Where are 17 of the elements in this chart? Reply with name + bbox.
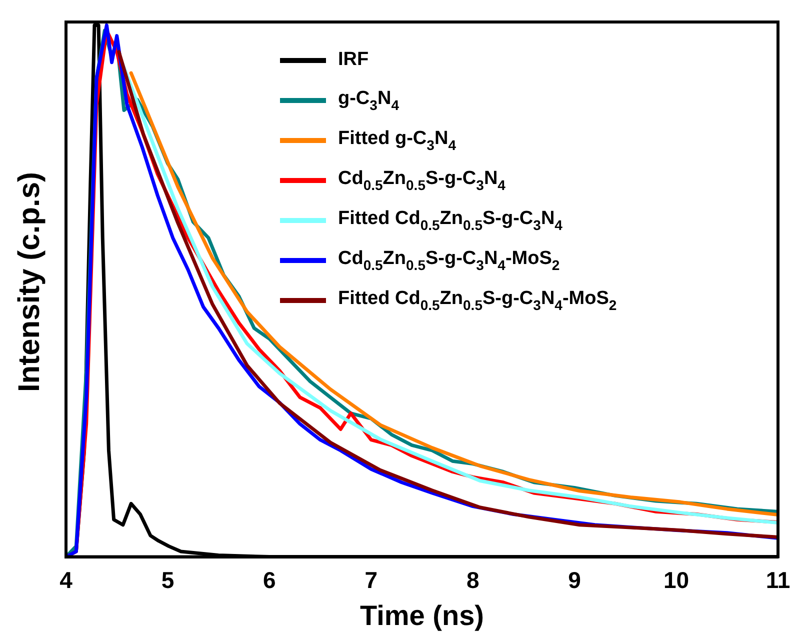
x-axis-title: Time (ns): [360, 600, 484, 631]
x-tick-label: 8: [466, 566, 480, 593]
y-axis-title: Intensity (c.p.s): [13, 171, 47, 392]
text: Fitted Cd$_{0.5}$Zn$_{0.5}$S-g-C$_{3}$N$_{4}$-MoS$_{2}$: [338, 288, 617, 312]
x-tick-label: 5: [161, 566, 174, 593]
legend-label: g-C$_{3}$N$_{4}$: [338, 88, 399, 112]
text: Cd$_{0.5}$Zn$_{0.5}$S-g-C$_{3}$N$_{4}$-MoS$_{2}$: [338, 248, 560, 272]
x-tick-label: 9: [568, 566, 581, 593]
x-tick-label: 6: [263, 566, 276, 593]
legend-label: Fitted Cd$_{0.5}$Zn$_{0.5}$S-g-C$_{3}$N$_{4}$: [338, 208, 562, 232]
x-tick-label: 11: [766, 566, 790, 593]
legend-label: IRF: [338, 49, 369, 71]
legend-label: Fitted g-C$_{3}$N$_{4}$: [338, 128, 456, 152]
legend-label: Cd$_{0.5}$Zn$_{0.5}$S-g-C$_{3}$N$_{4}$: [338, 168, 506, 192]
x-tick-label: 7: [364, 566, 378, 593]
x-tick-label: 10: [663, 566, 690, 593]
x-tick-label: 4: [60, 566, 73, 593]
